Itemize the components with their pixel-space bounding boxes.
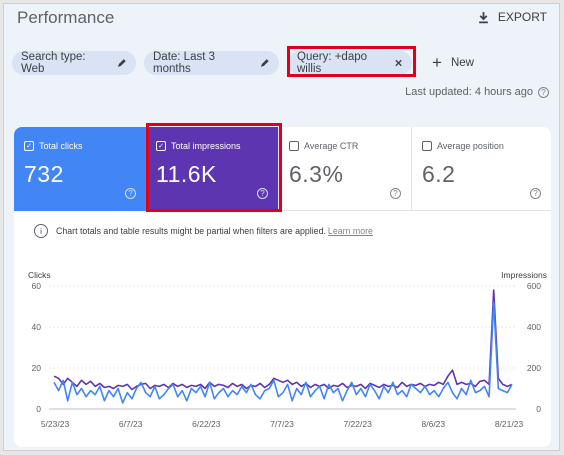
left-tick-label: 60 [32,281,42,291]
search-type-label: Search type: Web [21,51,86,75]
metric-value: 6.2 [422,161,456,187]
query-chip[interactable]: Query: +dapo willis [288,51,412,75]
metric-average-ctr[interactable]: Average CTR 6.3% ? [278,127,411,211]
x-tick-label: 7/22/23 [343,419,372,429]
x-tick-label: 6/22/23 [192,419,221,429]
metric-value: 732 [24,161,64,187]
metric-label: Average CTR [304,141,359,151]
new-filter-button[interactable]: + New [432,53,474,72]
left-tick-label: 0 [36,404,41,414]
new-filter-label: New [450,57,474,69]
export-label: EXPORT [497,10,547,24]
close-icon[interactable] [394,58,403,68]
right-tick-label: 200 [527,363,541,373]
metric-value: 11.6K [156,161,217,187]
search-type-chip[interactable]: Search type: Web [12,51,136,75]
x-tick-label: 8/6/23 [422,419,446,429]
help-icon[interactable]: ? [257,188,268,199]
x-tick-label: 6/7/23 [119,419,143,429]
help-icon[interactable]: ? [530,188,541,199]
left-tick-label: 20 [32,363,42,373]
help-icon[interactable]: ? [125,188,136,199]
impressions-series-line [53,289,513,391]
checkbox-unchecked-icon[interactable] [289,141,299,151]
metric-average-position[interactable]: Average position 6.2 ? [411,127,551,211]
edit-icon[interactable] [117,58,127,68]
clicks-series-line [53,301,513,404]
checkbox-unchecked-icon[interactable] [422,141,432,151]
performance-card: ✓ Total clicks 732 ? ✓ Total impressions 1… [14,127,551,447]
metric-total-clicks[interactable]: ✓ Total clicks 732 ? [14,127,146,211]
edit-icon[interactable] [260,58,270,68]
right-axis-title: Impressions [501,270,547,280]
checkbox-checked-icon[interactable]: ✓ [156,141,166,151]
last-updated-text: Last updated: 4 hours ago [405,86,533,98]
info-icon: i [34,224,48,238]
date-chip[interactable]: Date: Last 3 months [144,51,279,75]
divider [278,210,551,211]
download-icon [479,11,488,23]
right-tick-label: 600 [527,281,541,291]
help-icon[interactable]: ? [390,188,401,199]
checkbox-checked-icon[interactable]: ✓ [24,141,34,151]
learn-more-link[interactable]: Learn more [327,226,373,236]
help-icon[interactable]: ? [538,86,549,98]
x-tick-label: 8/21/23 [495,419,524,429]
x-tick-label: 7/7/23 [270,419,294,429]
performance-panel: Performance EXPORT Search type: Web Date… [3,3,560,451]
plus-icon: + [432,53,442,72]
metric-label: Average position [437,141,504,151]
left-axis-title: Clicks [28,270,51,280]
query-label: Query: +dapo willis [297,51,368,75]
metric-total-impressions[interactable]: ✓ Total impressions 11.6K ? [146,127,278,211]
x-tick-label: 5/23/23 [41,419,70,429]
export-button[interactable]: EXPORT [477,10,547,24]
metric-value: 6.3% [289,161,344,187]
notice-text: Chart totals and table results might be … [56,226,326,236]
partial-results-notice: i Chart totals and table results might b… [34,224,373,238]
page-title: Performance [17,8,115,27]
last-updated: Last updated: 4 hours ago ? [405,86,549,98]
query-highlight-box [287,46,416,77]
right-tick-label: 400 [527,322,541,332]
date-label: Date: Last 3 months [153,51,216,75]
metric-label: Total impressions [171,141,241,151]
metric-label: Total clicks [39,141,83,151]
right-tick-label: 0 [536,404,541,414]
left-tick-label: 40 [32,322,42,332]
impressions-highlight-box [146,123,282,212]
